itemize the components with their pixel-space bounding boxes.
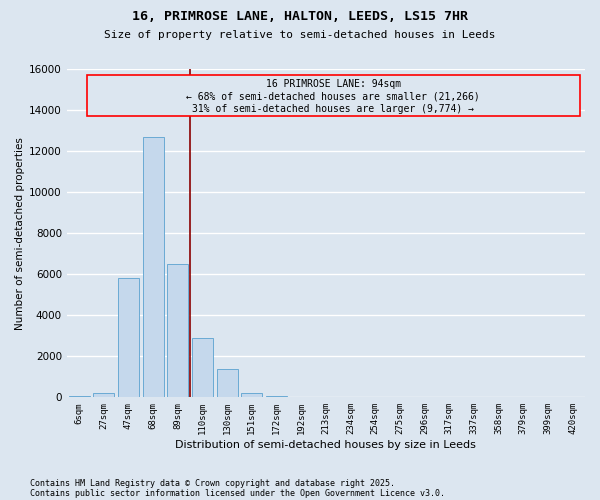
Bar — [167, 264, 188, 398]
Bar — [94, 393, 114, 398]
Bar — [266, 396, 287, 398]
Bar — [118, 278, 139, 398]
Y-axis label: Number of semi-detached properties: Number of semi-detached properties — [15, 136, 25, 330]
Bar — [86, 75, 580, 116]
Text: Contains public sector information licensed under the Open Government Licence v3: Contains public sector information licen… — [30, 488, 445, 498]
Bar — [68, 396, 89, 398]
Bar — [192, 338, 213, 398]
Text: ← 68% of semi-detached houses are smaller (21,266): ← 68% of semi-detached houses are smalle… — [187, 92, 480, 102]
Text: Size of property relative to semi-detached houses in Leeds: Size of property relative to semi-detach… — [104, 30, 496, 40]
Text: 31% of semi-detached houses are larger (9,774) →: 31% of semi-detached houses are larger (… — [192, 104, 474, 114]
Bar — [291, 396, 311, 398]
X-axis label: Distribution of semi-detached houses by size in Leeds: Distribution of semi-detached houses by … — [175, 440, 476, 450]
Bar — [217, 368, 238, 398]
Text: 16 PRIMROSE LANE: 94sqm: 16 PRIMROSE LANE: 94sqm — [266, 80, 401, 90]
Text: Contains HM Land Registry data © Crown copyright and database right 2025.: Contains HM Land Registry data © Crown c… — [30, 478, 395, 488]
Text: 16, PRIMROSE LANE, HALTON, LEEDS, LS15 7HR: 16, PRIMROSE LANE, HALTON, LEEDS, LS15 7… — [132, 10, 468, 23]
Bar — [143, 136, 164, 398]
Bar — [241, 393, 262, 398]
